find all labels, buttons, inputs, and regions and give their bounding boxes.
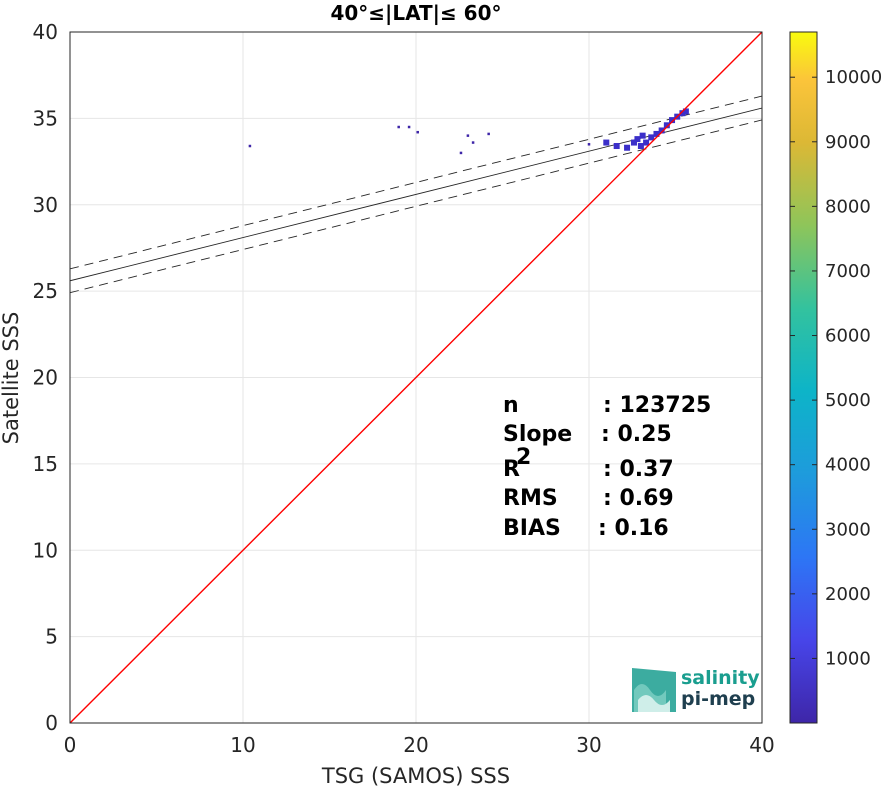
density-point <box>637 143 644 150</box>
density-point <box>639 132 646 139</box>
stat-value: : 123725 <box>603 393 711 418</box>
density-point <box>613 143 620 150</box>
density-point <box>397 125 400 129</box>
stat-value: : 0.37 <box>603 457 674 482</box>
y-tick-label: 20 <box>33 366 58 390</box>
density-point <box>653 130 660 137</box>
stat-value: : 0.25 <box>601 422 672 447</box>
density-point <box>416 130 419 134</box>
density-point <box>459 151 463 155</box>
density-point <box>471 141 475 144</box>
density-point <box>679 110 686 117</box>
stat-label: RMS <box>503 486 558 511</box>
y-axis-label: Satellite SSS <box>0 312 23 445</box>
x-tick-label: 0 <box>64 733 77 757</box>
colorbar-tick-label: 4000 <box>825 455 871 476</box>
colorbar-tick-label: 1000 <box>825 648 871 669</box>
y-tick-labels: 0 5 10 15 20 25 30 35 40 <box>33 20 58 735</box>
colorbar-tick-label: 5000 <box>825 390 871 411</box>
density-point <box>587 143 591 146</box>
density-point <box>669 117 676 124</box>
y-tick-label: 5 <box>45 625 58 649</box>
x-tick-label: 20 <box>403 733 428 757</box>
density-point <box>466 134 470 137</box>
colorbar-ticks: 1000 2000 3000 4000 5000 6000 7000 8000 9000 1000… <box>790 67 882 669</box>
y-tick-label: 0 <box>45 711 58 735</box>
chart-title: 40°≤|LAT|≤ 60° <box>330 1 501 25</box>
density-point <box>682 108 689 115</box>
stat-value: : 0.69 <box>603 486 674 511</box>
density-point <box>624 144 631 151</box>
y-tick-label: 40 <box>33 20 58 44</box>
x-axis-label: TSG (SAMOS) SSS <box>321 764 510 788</box>
plot-frame <box>69 31 763 724</box>
stat-label: R <box>503 457 520 482</box>
regression-line <box>70 107 762 282</box>
density-point <box>407 125 411 129</box>
density-point <box>634 136 641 143</box>
x-tick-label: 30 <box>576 733 601 757</box>
x-tick-labels: 0 10 20 30 40 <box>64 733 775 757</box>
density-point <box>658 127 665 134</box>
stat-label-superscript: 2 <box>516 445 531 470</box>
colorbar-tick-label: 8000 <box>825 196 871 217</box>
density-point <box>663 122 670 129</box>
colorbar-tick-label: 7000 <box>825 261 871 282</box>
stat-value: : 0.16 <box>598 516 669 541</box>
density-point <box>648 134 655 141</box>
salinity-pi-mep-logo: salinity pi-mep <box>632 667 760 712</box>
one-to-one-line <box>69 31 763 724</box>
density-point <box>643 139 650 146</box>
colorbar-tick-label: 2000 <box>825 584 871 605</box>
stat-label: Slope <box>503 422 572 447</box>
y-tick-label: 15 <box>33 452 58 476</box>
y-tick-label: 35 <box>33 106 58 130</box>
x-tick-label: 10 <box>230 733 255 757</box>
x-tick-label: 40 <box>749 733 774 757</box>
logo-line2: pi-mep <box>681 688 755 710</box>
y-tick-label: 10 <box>33 538 58 562</box>
colorbar-tick-label: 10000 <box>825 67 882 88</box>
colorbar-tick-label: 3000 <box>825 519 871 540</box>
colorbar-tick-label: 6000 <box>825 326 871 347</box>
logo-line1: salinity <box>681 667 760 689</box>
density-point <box>630 139 637 146</box>
stat-label: BIAS <box>503 516 561 541</box>
density-point <box>603 139 610 146</box>
y-tick-label: 30 <box>33 193 58 217</box>
regression-lines <box>70 95 762 294</box>
colorbar <box>789 31 818 724</box>
density-point <box>248 144 252 148</box>
stats-block: n : 123725 Slope : 0.25 R2 : 0.37 RMS : 0.69 BIA… <box>503 393 711 541</box>
stat-label: n <box>503 393 519 418</box>
colorbar-tick-label: 9000 <box>825 132 871 153</box>
y-tick-label: 25 <box>33 279 58 303</box>
density-point <box>487 132 490 136</box>
